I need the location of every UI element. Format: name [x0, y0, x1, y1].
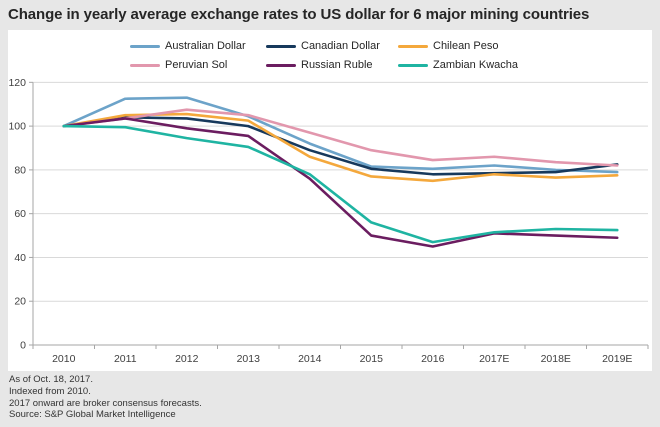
legend-label: Chilean Peso	[433, 40, 499, 52]
y-tick-label: 80	[14, 164, 26, 176]
x-tick-label-2010: 2010	[52, 353, 76, 365]
legend-item-australian-dollar: Australian Dollar	[130, 40, 266, 52]
footnote-as-of: As of Oct. 18, 2017.	[9, 374, 93, 385]
y-tick-label: 40	[14, 252, 26, 264]
y-tick-label: 60	[14, 208, 26, 220]
line-peruvian-sol	[62, 108, 619, 167]
footnote-source: Source: S&P Global Market Intelligence	[9, 409, 176, 421]
x-tick-label-2012: 2012	[175, 353, 199, 365]
legend-label: Zambian Kwacha	[433, 59, 518, 71]
line-canadian-dollar	[62, 116, 619, 176]
legend-label: Peruvian Sol	[165, 59, 228, 71]
line-zambian-kwacha	[62, 124, 619, 244]
legend-label: Australian Dollar	[165, 40, 246, 52]
footnote-forecast: 2017 onward are broker consensus forecas…	[9, 397, 202, 409]
series-lines	[62, 96, 619, 248]
x-axis-ticks: 2010 2011 2012 2013 2014 2015 2016 2017E 2018E 20…	[32, 345, 649, 365]
legend-item-russian-ruble: Russian Ruble	[266, 59, 398, 71]
legend-swatch-zambian-kwacha	[398, 63, 428, 67]
line-chilean-peso	[62, 112, 619, 183]
footnote-indexed: Indexed from 2010.	[9, 385, 91, 397]
legend-item-chilean-peso: Chilean Peso	[398, 40, 568, 52]
legend-item-zambian-kwacha: Zambian Kwacha	[398, 59, 568, 71]
y-tick-label: 120	[8, 77, 26, 89]
x-tick-label-2018e: 2018E	[541, 353, 571, 365]
chart-footnotes: As of Oct. 18, 2017. Indexed from 2010. …	[9, 374, 649, 421]
y-tick-label: 0	[20, 340, 26, 352]
chart-legend: Australian Dollar Canadian Dollar Chilean …	[130, 40, 568, 71]
chart-panel: Australian Dollar Canadian Dollar Chilean …	[8, 30, 652, 371]
y-tick-label: 100	[8, 121, 26, 133]
legend-swatch-australian-dollar	[130, 44, 160, 48]
x-tick-label-2011: 2011	[114, 353, 137, 365]
line-australian-dollar	[62, 96, 619, 174]
x-tick-label-2019e: 2019E	[602, 353, 632, 365]
chart-title: Change in yearly average exchange rates …	[8, 6, 590, 23]
x-tick-label-2016: 2016	[421, 353, 445, 365]
line-russian-ruble	[62, 117, 619, 248]
legend-swatch-chilean-peso	[398, 44, 428, 48]
legend-swatch-russian-ruble	[266, 63, 296, 67]
x-tick-label-2013: 2013	[237, 353, 261, 365]
y-axis-ticks: 0 20 40 60 80 100 120	[8, 77, 33, 352]
y-tick-label: 20	[14, 296, 26, 308]
legend-item-peruvian-sol: Peruvian Sol	[130, 59, 266, 71]
legend-item-canadian-dollar: Canadian Dollar	[266, 40, 398, 52]
x-tick-label-2017e: 2017E	[479, 353, 509, 365]
gridlines	[33, 81, 648, 302]
legend-swatch-peruvian-sol	[130, 63, 160, 67]
x-tick-label-2014: 2014	[298, 353, 322, 365]
x-tick-label-2015: 2015	[360, 353, 384, 365]
legend-label: Russian Ruble	[301, 59, 373, 71]
legend-swatch-canadian-dollar	[266, 44, 296, 48]
legend-label: Canadian Dollar	[301, 40, 380, 52]
